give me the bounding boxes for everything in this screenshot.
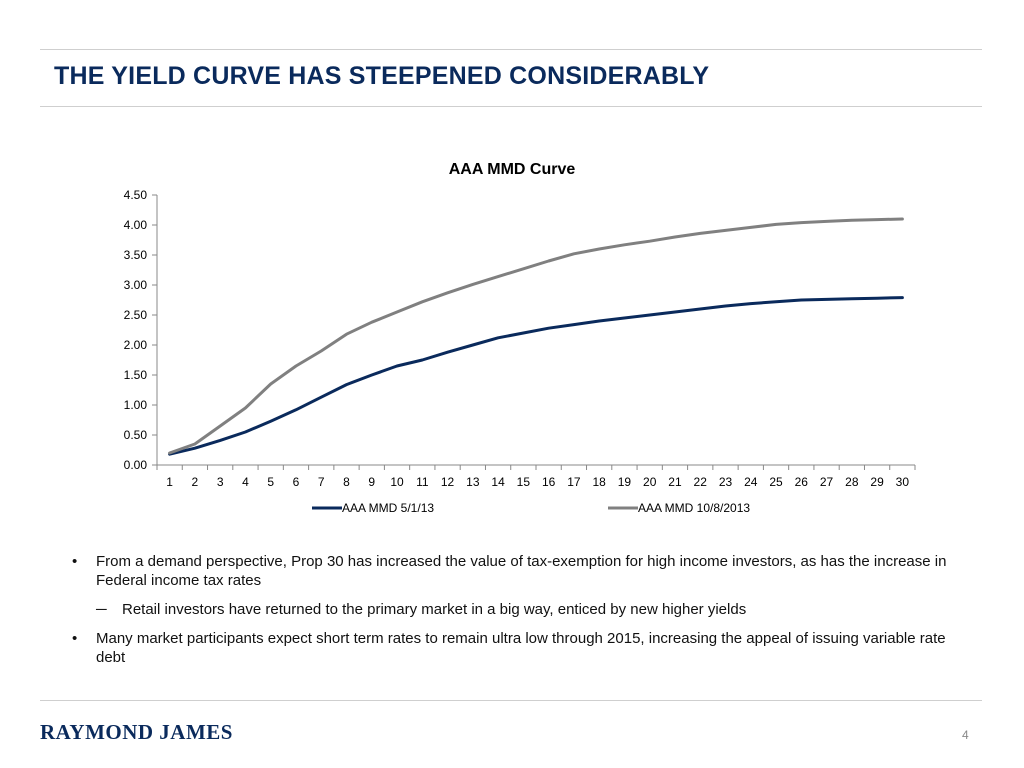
x-tick-label: 14 bbox=[491, 475, 505, 489]
bullet-text: Many market participants expect short te… bbox=[96, 630, 946, 666]
top-rule bbox=[40, 49, 982, 50]
x-tick-label: 22 bbox=[694, 475, 708, 489]
x-tick-label: 18 bbox=[592, 475, 606, 489]
page-number: 4 bbox=[962, 728, 969, 742]
bullet-item: • Many market participants expect short … bbox=[72, 629, 972, 667]
x-tick-label: 25 bbox=[769, 475, 783, 489]
series-line-2 bbox=[168, 217, 904, 455]
y-tick-label: 1.00 bbox=[124, 398, 148, 412]
raymond-james-logo: RAYMOND JAMES bbox=[40, 720, 233, 744]
y-tick-label: 2.00 bbox=[124, 338, 148, 352]
footer-rule bbox=[40, 700, 982, 701]
x-tick-label: 7 bbox=[318, 475, 325, 489]
x-tick-label: 19 bbox=[618, 475, 632, 489]
sub-bullet-item: ─ Retail investors have returned to the … bbox=[72, 600, 972, 619]
x-tick-label: 13 bbox=[466, 475, 480, 489]
y-tick-label: 3.50 bbox=[124, 248, 148, 262]
y-tick-label: 2.50 bbox=[124, 308, 148, 322]
y-tick-label: 0.00 bbox=[124, 458, 148, 472]
y-tick-label: 1.50 bbox=[124, 368, 148, 382]
x-tick-label: 27 bbox=[820, 475, 834, 489]
y-tick-label: 4.50 bbox=[124, 188, 148, 202]
x-tick-label: 12 bbox=[441, 475, 455, 489]
x-tick-label: 9 bbox=[368, 475, 375, 489]
sub-bullet-dash: ─ bbox=[96, 601, 107, 618]
x-tick-label: 1 bbox=[166, 475, 173, 489]
x-tick-label: 6 bbox=[293, 475, 300, 489]
slide-title: THE YIELD CURVE HAS STEEPENED CONSIDERAB… bbox=[54, 62, 710, 90]
sub-bullet-text: Retail investors have returned to the pr… bbox=[122, 601, 747, 618]
x-tick-label: 15 bbox=[517, 475, 531, 489]
x-tick-label: 16 bbox=[542, 475, 556, 489]
legend-label-2: AAA MMD 10/8/2013 bbox=[638, 501, 750, 515]
bullet-text: From a demand perspective, Prop 30 has i… bbox=[96, 553, 947, 589]
x-tick-label: 23 bbox=[719, 475, 733, 489]
x-tick-label: 26 bbox=[795, 475, 809, 489]
x-tick-label: 30 bbox=[896, 475, 910, 489]
x-tick-label: 10 bbox=[390, 475, 404, 489]
bullet-dot: • bbox=[72, 630, 78, 647]
title-rule bbox=[40, 106, 982, 107]
y-tick-label: 0.50 bbox=[124, 428, 148, 442]
legend-label-1: AAA MMD 5/1/13 bbox=[342, 501, 434, 515]
x-tick-label: 24 bbox=[744, 475, 758, 489]
bullet-list: • From a demand perspective, Prop 30 has… bbox=[72, 552, 972, 677]
y-tick-label: 3.00 bbox=[124, 278, 148, 292]
yield-curve-chart: AAA MMD Curve 0.00 0.50 1.00 1.50 2.00 2.50 3.0… bbox=[124, 161, 916, 515]
x-tick-label: 17 bbox=[567, 475, 581, 489]
bullet-dot: • bbox=[72, 553, 78, 570]
x-tick-label: 2 bbox=[192, 475, 199, 489]
y-tick-label: 4.00 bbox=[124, 218, 148, 232]
bullet-item: • From a demand perspective, Prop 30 has… bbox=[72, 552, 972, 590]
chart-title: AAA MMD Curve bbox=[449, 161, 576, 178]
x-tick-label: 11 bbox=[416, 475, 429, 489]
x-tick-label: 5 bbox=[267, 475, 274, 489]
x-tick-label: 4 bbox=[242, 475, 249, 489]
x-tick-label: 3 bbox=[217, 475, 224, 489]
series-line-1 bbox=[168, 296, 904, 456]
x-tick-label: 20 bbox=[643, 475, 657, 489]
x-tick-label: 28 bbox=[845, 475, 859, 489]
x-tick-label: 8 bbox=[343, 475, 350, 489]
x-tick-label: 29 bbox=[870, 475, 884, 489]
x-tick-label: 21 bbox=[668, 475, 682, 489]
